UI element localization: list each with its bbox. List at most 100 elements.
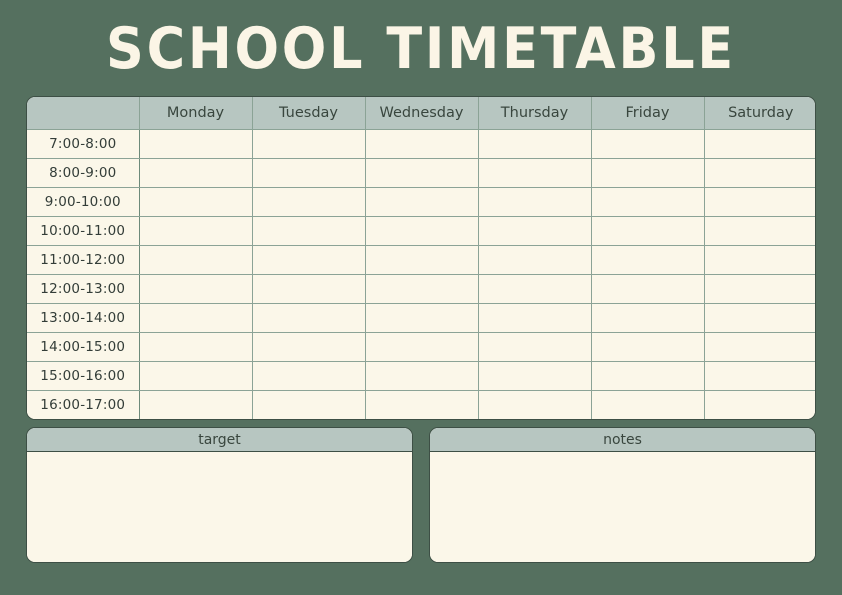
slot-cell[interactable] xyxy=(139,303,253,333)
target-panel-title: target xyxy=(27,428,412,452)
slot-cell[interactable] xyxy=(478,390,592,419)
time-label: 8:00-9:00 xyxy=(27,158,140,188)
slot-cell[interactable] xyxy=(139,129,253,159)
table-row: 9:00-10:00 xyxy=(27,187,815,217)
day-header-saturday: Saturday xyxy=(704,97,815,130)
timetable-table: Monday Tuesday Wednesday Thursday Friday… xyxy=(27,97,815,419)
slot-cell[interactable] xyxy=(252,274,366,304)
slot-cell[interactable] xyxy=(252,390,366,419)
slot-cell[interactable] xyxy=(365,361,479,391)
slot-cell[interactable] xyxy=(704,303,815,333)
timetable-body: 7:00-8:00 8:00-9:00 xyxy=(27,129,815,419)
slot-cell[interactable] xyxy=(591,158,705,188)
timetable-corner-header xyxy=(27,97,140,130)
time-label: 10:00-11:00 xyxy=(27,216,140,246)
slot-cell[interactable] xyxy=(139,187,253,217)
time-label: 15:00-16:00 xyxy=(27,361,140,391)
slot-cell[interactable] xyxy=(478,187,592,217)
slot-cell[interactable] xyxy=(252,129,366,159)
slot-cell[interactable] xyxy=(591,216,705,246)
notes-panel-body[interactable] xyxy=(430,452,815,562)
page-title: SCHOOL TIMETABLE xyxy=(106,16,736,82)
slot-cell[interactable] xyxy=(365,390,479,419)
slot-cell[interactable] xyxy=(591,274,705,304)
notes-panel-title: notes xyxy=(430,428,815,452)
table-row: 7:00-8:00 xyxy=(27,129,815,159)
day-header-friday: Friday xyxy=(591,97,705,130)
slot-cell[interactable] xyxy=(704,187,815,217)
slot-cell[interactable] xyxy=(139,245,253,275)
slot-cell[interactable] xyxy=(365,274,479,304)
day-header-wednesday: Wednesday xyxy=(365,97,479,130)
slot-cell[interactable] xyxy=(365,332,479,362)
slot-cell[interactable] xyxy=(591,245,705,275)
table-row: 15:00-16:00 xyxy=(27,361,815,391)
slot-cell[interactable] xyxy=(139,158,253,188)
slot-cell[interactable] xyxy=(591,303,705,333)
slot-cell[interactable] xyxy=(478,274,592,304)
bottom-panels: target notes xyxy=(26,427,816,563)
time-label: 13:00-14:00 xyxy=(27,303,140,333)
slot-cell[interactable] xyxy=(252,361,366,391)
table-row: 11:00-12:00 xyxy=(27,245,815,275)
slot-cell[interactable] xyxy=(139,274,253,304)
slot-cell[interactable] xyxy=(252,303,366,333)
slot-cell[interactable] xyxy=(365,303,479,333)
table-row: 12:00-13:00 xyxy=(27,274,815,304)
slot-cell[interactable] xyxy=(704,158,815,188)
slot-cell[interactable] xyxy=(365,158,479,188)
target-panel-body[interactable] xyxy=(27,452,412,562)
slot-cell[interactable] xyxy=(704,361,815,391)
slot-cell[interactable] xyxy=(478,332,592,362)
slot-cell[interactable] xyxy=(591,361,705,391)
slot-cell[interactable] xyxy=(591,129,705,159)
slot-cell[interactable] xyxy=(252,245,366,275)
time-label: 11:00-12:00 xyxy=(27,245,140,275)
slot-cell[interactable] xyxy=(252,158,366,188)
slot-cell[interactable] xyxy=(252,187,366,217)
slot-cell[interactable] xyxy=(591,332,705,362)
slot-cell[interactable] xyxy=(704,245,815,275)
time-label: 14:00-15:00 xyxy=(27,332,140,362)
slot-cell[interactable] xyxy=(139,332,253,362)
slot-cell[interactable] xyxy=(365,216,479,246)
slot-cell[interactable] xyxy=(704,129,815,159)
time-label: 16:00-17:00 xyxy=(27,390,140,419)
slot-cell[interactable] xyxy=(591,390,705,419)
time-label: 12:00-13:00 xyxy=(27,274,140,304)
slot-cell[interactable] xyxy=(139,390,253,419)
slot-cell[interactable] xyxy=(139,361,253,391)
notes-panel: notes xyxy=(429,427,816,563)
timetable-header-row: Monday Tuesday Wednesday Thursday Friday… xyxy=(27,97,815,130)
timetable-grid: Monday Tuesday Wednesday Thursday Friday… xyxy=(26,96,816,420)
slot-cell[interactable] xyxy=(704,216,815,246)
day-header-thursday: Thursday xyxy=(478,97,592,130)
slot-cell[interactable] xyxy=(478,129,592,159)
time-label: 7:00-8:00 xyxy=(27,129,140,159)
timetable-head: Monday Tuesday Wednesday Thursday Friday… xyxy=(27,97,815,130)
slot-cell[interactable] xyxy=(478,216,592,246)
slot-cell[interactable] xyxy=(365,129,479,159)
slot-cell[interactable] xyxy=(478,361,592,391)
slot-cell[interactable] xyxy=(139,216,253,246)
target-panel: target xyxy=(26,427,413,563)
slot-cell[interactable] xyxy=(365,187,479,217)
slot-cell[interactable] xyxy=(478,303,592,333)
slot-cell[interactable] xyxy=(252,216,366,246)
table-row: 8:00-9:00 xyxy=(27,158,815,188)
table-row: 10:00-11:00 xyxy=(27,216,815,246)
day-header-monday: Monday xyxy=(139,97,253,130)
slot-cell[interactable] xyxy=(478,158,592,188)
slot-cell[interactable] xyxy=(704,390,815,419)
table-row: 14:00-15:00 xyxy=(27,332,815,362)
slot-cell[interactable] xyxy=(704,332,815,362)
day-header-tuesday: Tuesday xyxy=(252,97,366,130)
slot-cell[interactable] xyxy=(478,245,592,275)
slot-cell[interactable] xyxy=(252,332,366,362)
slot-cell[interactable] xyxy=(591,187,705,217)
slot-cell[interactable] xyxy=(365,245,479,275)
table-row: 13:00-14:00 xyxy=(27,303,815,333)
time-label: 9:00-10:00 xyxy=(27,187,140,217)
slot-cell[interactable] xyxy=(704,274,815,304)
